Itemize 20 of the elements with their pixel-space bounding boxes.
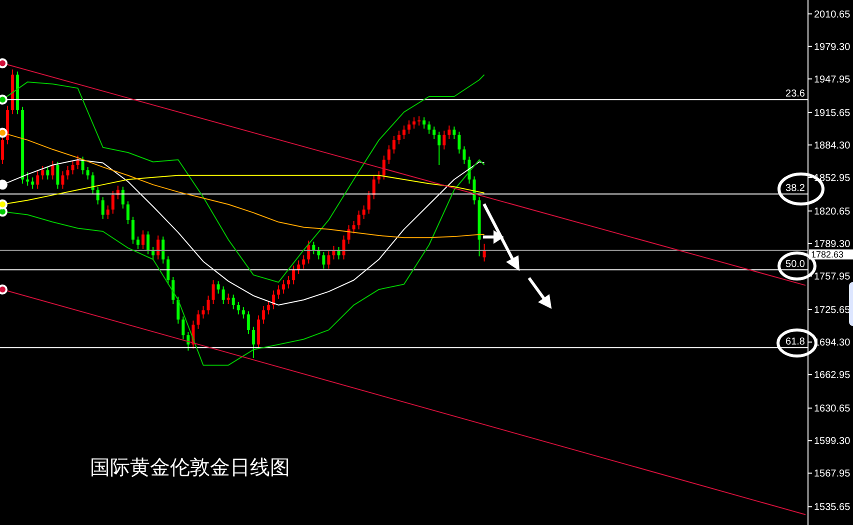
- y-tick-label: 1599.30: [814, 436, 851, 448]
- y-tick-label: 1979.30: [814, 42, 851, 53]
- y-tick-label: 1820.65: [814, 206, 851, 218]
- y-tick-label: 1662.95: [814, 370, 851, 382]
- y-tick-label: 1757.95: [814, 272, 851, 283]
- y-tick-label: 1535.65: [814, 502, 851, 514]
- ref-line-label: 1782.63: [811, 249, 844, 260]
- annotation: 61.8: [786, 336, 806, 348]
- y-tick-label: 1789.30: [814, 239, 851, 250]
- y-tick-label: 2010.65: [814, 9, 851, 20]
- annotation: 38.2: [786, 183, 806, 194]
- y-tick-label: 1725.65: [814, 305, 851, 316]
- y-tick-label: 1947.95: [814, 74, 851, 86]
- y-tick-label: 1915.65: [814, 108, 851, 119]
- annotation: 国际黄金伦敦金日线图: [90, 455, 290, 479]
- annotation: 23.6: [786, 88, 806, 100]
- y-tick-label: 1884.30: [814, 140, 851, 152]
- y-tick-label: 1630.65: [814, 404, 851, 415]
- y-tick-label: 1567.95: [814, 468, 851, 480]
- annotation: 50.0: [786, 258, 806, 270]
